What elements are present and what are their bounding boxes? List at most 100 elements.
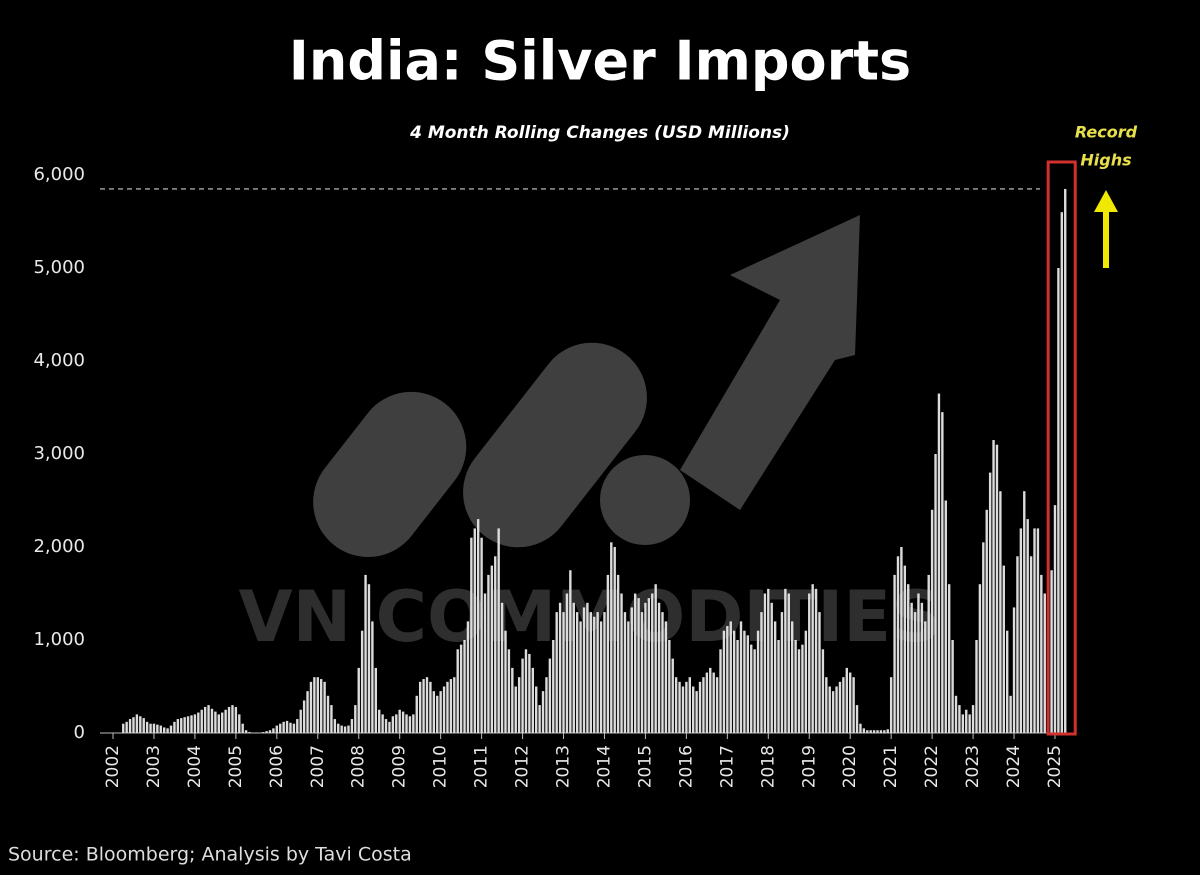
bar	[517, 677, 521, 733]
bar	[453, 677, 456, 733]
bar	[709, 667, 712, 733]
bar	[692, 686, 695, 733]
bar	[917, 593, 920, 733]
bar	[268, 730, 272, 733]
bar	[883, 730, 886, 733]
bar	[842, 677, 845, 733]
x-tick-label: 2021	[881, 745, 901, 788]
bar	[364, 574, 367, 733]
bar	[309, 681, 313, 733]
bar	[1053, 505, 1057, 733]
bar	[340, 725, 343, 733]
bar	[319, 679, 323, 733]
x-tick-label: 2018	[758, 745, 778, 788]
chart-subtitle: 4 Month Rolling Changes (USD Millions)	[409, 123, 790, 143]
bar	[1019, 528, 1023, 733]
bar	[371, 621, 374, 733]
bar	[500, 602, 504, 733]
bar	[756, 630, 760, 733]
bar	[159, 725, 162, 733]
bar	[671, 658, 674, 733]
bar	[494, 556, 497, 733]
bar	[941, 412, 944, 733]
bar	[306, 691, 309, 733]
x-tick-label: 2010	[431, 745, 451, 788]
bar	[330, 705, 333, 733]
bar	[1036, 528, 1040, 733]
bar	[610, 542, 613, 733]
bar	[265, 731, 268, 733]
bar	[381, 714, 384, 733]
bar	[1002, 565, 1005, 733]
bar	[466, 621, 470, 733]
bar	[1016, 556, 1019, 733]
x-tick-label: 2011	[472, 745, 492, 788]
bar	[227, 706, 231, 733]
bar	[879, 730, 883, 733]
bar	[562, 612, 565, 733]
y-tick-label: 4,000	[33, 350, 85, 371]
x-tick-label: 2004	[185, 745, 205, 788]
bar	[862, 728, 866, 733]
bar	[169, 725, 173, 733]
highlight-box	[1046, 160, 1077, 736]
bar	[463, 640, 466, 733]
bar	[241, 723, 244, 733]
watermark-logo	[313, 215, 860, 557]
x-tick-label: 2012	[513, 745, 533, 788]
bar	[449, 679, 453, 733]
bar	[326, 695, 330, 733]
bar	[190, 715, 193, 733]
bar	[203, 706, 207, 733]
bar	[555, 612, 558, 733]
bar	[514, 686, 517, 733]
bar	[552, 640, 555, 733]
bar	[688, 677, 691, 733]
bar	[221, 712, 224, 733]
bar	[889, 677, 893, 733]
bar	[657, 602, 661, 733]
bar	[920, 602, 924, 733]
bar	[1064, 188, 1067, 733]
x-tick-label: 2006	[267, 745, 287, 788]
bar	[422, 679, 425, 733]
bar	[732, 630, 736, 733]
bar	[835, 686, 838, 733]
bar	[446, 681, 449, 733]
bar	[343, 726, 347, 733]
annotation-arrow	[1094, 190, 1118, 268]
bar	[971, 705, 975, 733]
bar	[401, 711, 405, 733]
bar	[866, 730, 869, 733]
bar	[538, 705, 541, 733]
bar	[623, 612, 627, 733]
bar	[644, 602, 647, 733]
bar	[347, 725, 350, 733]
bar	[149, 723, 152, 733]
bar	[787, 593, 790, 733]
bar	[490, 565, 494, 733]
bar	[302, 700, 306, 733]
bar	[784, 588, 787, 733]
bar	[200, 709, 203, 733]
bar	[541, 691, 545, 733]
bar	[869, 730, 872, 733]
bar	[180, 718, 183, 733]
x-tick-label: 2014	[594, 745, 614, 788]
bar	[439, 691, 442, 733]
bar	[279, 723, 282, 733]
bar	[122, 723, 125, 733]
bar	[558, 602, 562, 733]
bar	[197, 712, 200, 733]
bar	[535, 686, 538, 733]
bar	[907, 584, 910, 733]
bar	[944, 500, 947, 733]
bar	[152, 723, 156, 733]
bar	[408, 716, 412, 733]
x-tick-label: 2003	[144, 745, 164, 788]
x-tick-label: 2022	[922, 745, 942, 788]
bar	[1026, 519, 1029, 733]
bar	[685, 681, 688, 733]
bar	[139, 716, 142, 733]
bar	[729, 621, 732, 733]
